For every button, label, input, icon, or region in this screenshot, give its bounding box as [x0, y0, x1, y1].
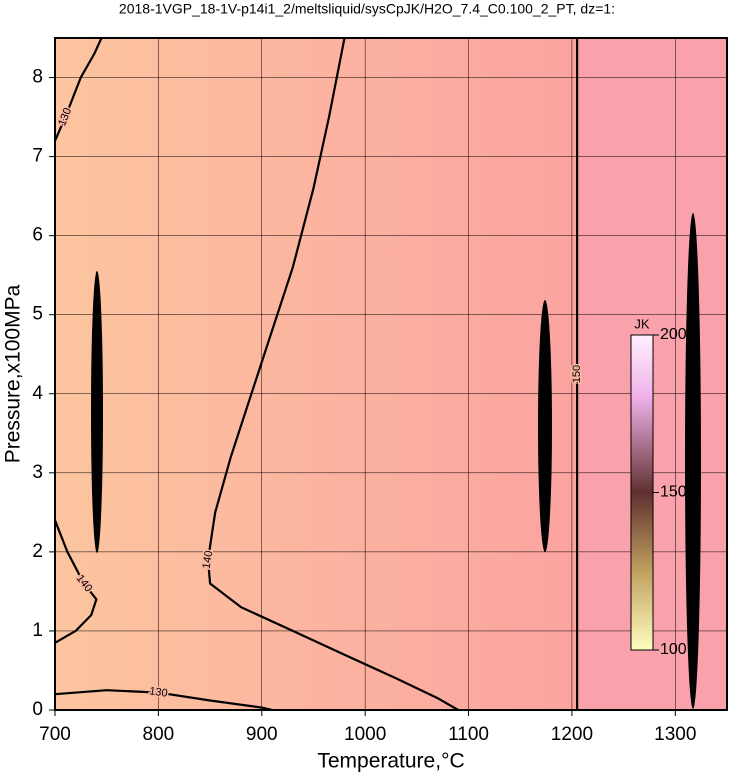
x-tick-label: 700 [39, 724, 71, 745]
contour-line [53, 37, 103, 142]
dense-contours [538, 300, 552, 552]
y-tick-label: 3 [32, 462, 43, 483]
y-tick-label: 4 [32, 383, 43, 404]
contour-label: 130 [148, 685, 168, 700]
colorbar-tick-label: 150 [660, 484, 687, 501]
field-left [55, 38, 581, 710]
x-tick-label: 1200 [551, 724, 593, 745]
y-tick-label: 8 [32, 67, 43, 88]
contour-line [206, 37, 459, 711]
x-tick-label: 1100 [448, 724, 489, 745]
grid [54, 38, 727, 711]
y-tick-label: 5 [32, 304, 43, 325]
x-tick-label: 900 [246, 724, 278, 745]
colorbar: JK 100 150 200 [630, 316, 687, 658]
y-tick-label: 0 [32, 699, 43, 720]
dense-contours [685, 213, 701, 709]
contour-line [53, 519, 98, 644]
contour-label: 140 [201, 550, 216, 570]
y-tick-label: 6 [32, 225, 43, 246]
field-right [581, 38, 727, 710]
plot-frame [54, 37, 728, 711]
y-tick-label: 7 [32, 146, 43, 167]
colorbar-tick-label: 200 [660, 326, 687, 343]
colorbar-scale [630, 334, 654, 651]
colorbar-label: JK [634, 316, 650, 331]
y-tick-label: 2 [32, 541, 43, 562]
x-axis-label: Temperature,°C [317, 750, 464, 773]
contour-line [54, 689, 273, 712]
dense-contours [91, 271, 103, 553]
colorbar-tick-label: 100 [660, 641, 687, 658]
chart-title: 2018-1VGP_18-1V-p14i1_2/meltsliquid/sysC… [119, 1, 615, 17]
y-tick-label: 1 [32, 620, 43, 641]
contour-label: 150 [571, 365, 583, 383]
x-tick-label: 1000 [344, 724, 386, 745]
x-tick-label: 1300 [654, 724, 696, 745]
x-tick-label: 800 [143, 724, 175, 745]
y-axis-label: Pressure,x100MPa [2, 284, 25, 463]
